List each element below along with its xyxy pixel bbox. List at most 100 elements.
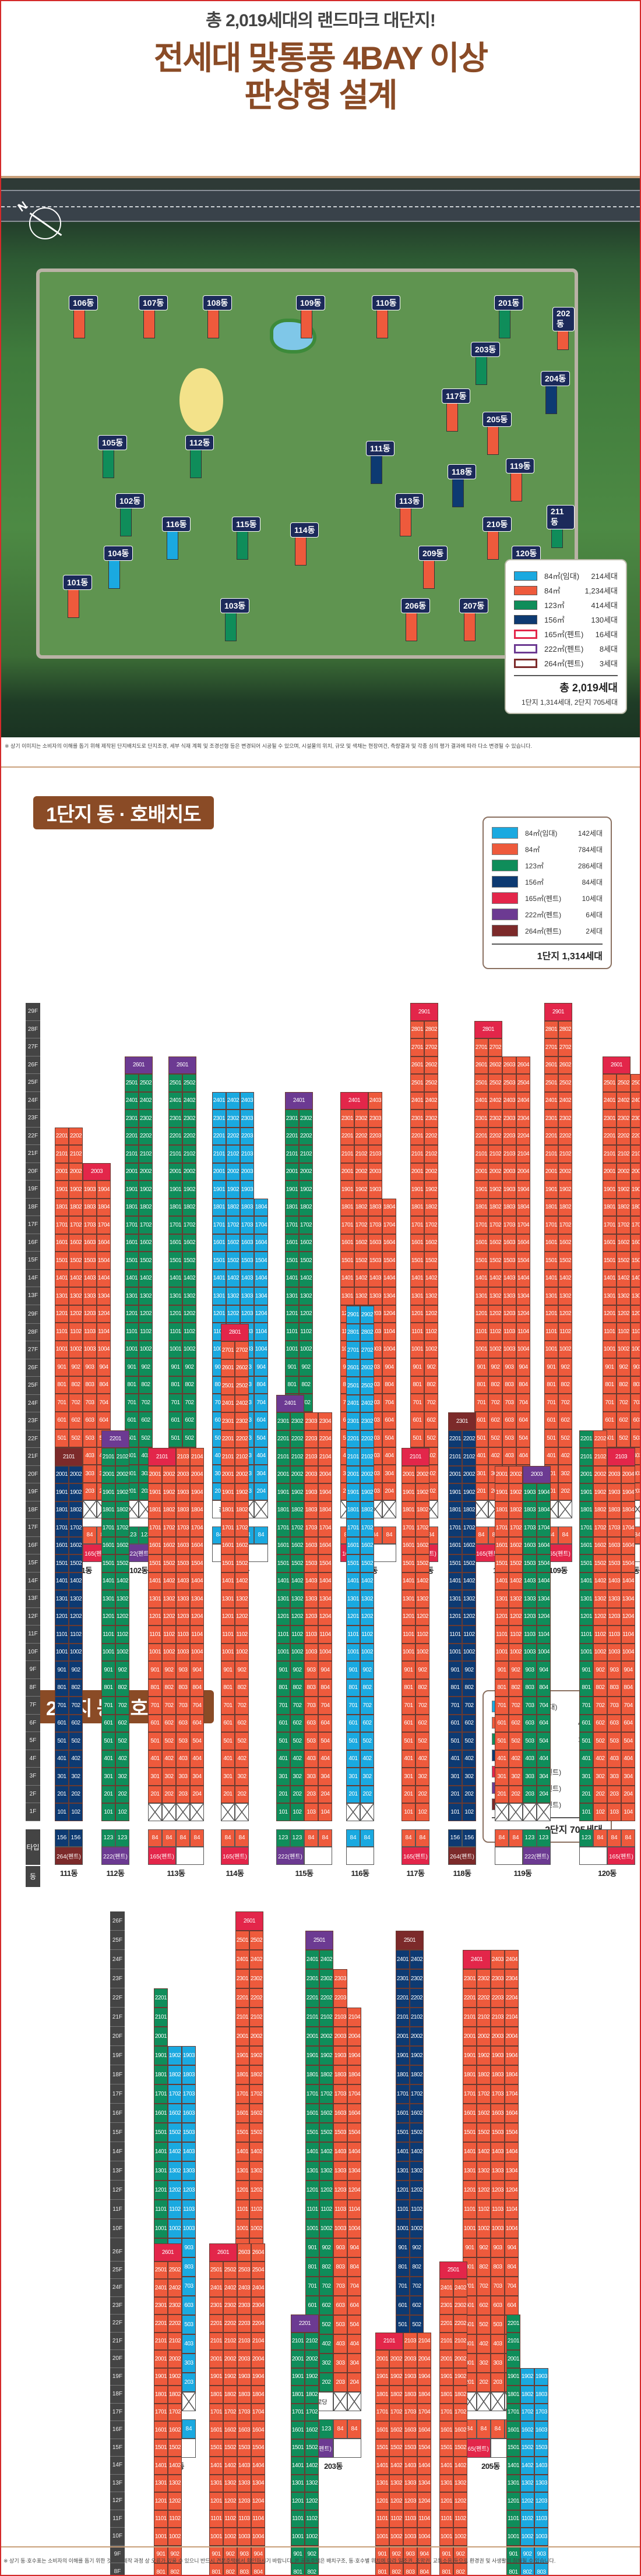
unit-cell: 402 (509, 1750, 523, 1768)
type-cell: 84 (346, 1829, 360, 1847)
floor-label: 15F (26, 1252, 40, 1270)
unit-cell: 702 (462, 1697, 476, 1715)
unit-cell: 2104 (417, 2332, 431, 2350)
unit-cell: 2202 (354, 1127, 368, 1145)
unit-cell: 1302 (462, 1590, 476, 1608)
unit-cell: 604 (190, 1714, 204, 1732)
unit-cell: 1404 (382, 1269, 396, 1287)
unit-cell: 902 (235, 1661, 249, 1679)
penthouse-cell: 2901 (544, 1003, 572, 1021)
unit-cell: 2302 (558, 1109, 572, 1128)
floor-label: 9F (110, 2546, 125, 2563)
unit-cell: 802 (223, 2563, 237, 2575)
unit-cell: 1503 (240, 1252, 254, 1270)
penthouse-type-cell (495, 1847, 523, 1865)
site-building-label: 201동 (494, 295, 524, 310)
unit-cell: 1603 (304, 1536, 318, 1554)
unit-cell: 1803 (502, 1198, 516, 1216)
unit-cell: 1203 (304, 1607, 318, 1626)
unit-cell: 1401 (221, 1572, 235, 1590)
unit-cell: 2503 (237, 2261, 251, 2279)
unit-cell: 1602 (593, 1536, 607, 1554)
unit-cell: 701 (221, 1697, 235, 1715)
unit-cell: 1203 (631, 1305, 640, 1323)
legend-row: 165㎡(펜트) 10세대 (492, 890, 603, 906)
unit-cell: 702 (593, 1697, 607, 1715)
unit-cell: 1701 (154, 2084, 168, 2104)
unit-cell: 1401 (305, 2142, 319, 2161)
unit-cell: 1803 (237, 2386, 251, 2404)
floor-label: 13F (26, 1287, 40, 1305)
unit-cell: 501 (221, 1732, 235, 1750)
unit-cell: 1804 (190, 1501, 204, 1519)
unit-cell: 203 (333, 2373, 347, 2392)
unit-cell: 402 (115, 1750, 129, 1768)
unit-cell: 1503 (176, 1554, 190, 1573)
unit-cell: 1602 (488, 1234, 502, 1252)
unit-cell: 1202 (360, 1607, 374, 1626)
unit-cell: 1103 (607, 1626, 621, 1644)
unit-cell: 1401 (448, 1572, 462, 1590)
unit-cell: 1002 (488, 1340, 502, 1358)
penthouse-type-cell: 264(펜트) (55, 1847, 83, 1865)
unit-cell: 1901 (101, 1483, 115, 1501)
type-cell: 84 (495, 1829, 509, 1847)
unit-cell: 2101 (154, 2008, 168, 2027)
type-cell: 123 (579, 1829, 593, 1847)
unit-cell: 1101 (148, 1626, 162, 1644)
unit-cell: 1003 (304, 1643, 318, 1661)
unit-cell: 2701 (221, 1341, 235, 1359)
unit-cell: 1003 (491, 2219, 505, 2238)
unit-cell: 1801 (154, 2386, 168, 2404)
unit-cell: 302 (558, 1465, 572, 1483)
unit-cell: 1201 (463, 2181, 477, 2200)
unit-cell: 1801 (340, 1198, 354, 1216)
unit-cell: 1102 (410, 2200, 424, 2219)
unit-cell: 1703 (237, 2403, 251, 2421)
unit-cell: 601 (168, 1411, 182, 1429)
unit-cell: 2101 (603, 1145, 617, 1163)
unit-cell: 1902 (139, 1181, 153, 1199)
unit-cell: 202 (593, 1785, 607, 1803)
unit-cell: 1602 (139, 1234, 153, 1252)
unit-cell: 1603 (631, 1234, 640, 1252)
floor-label: 24F (110, 1950, 125, 1969)
unit-cell: 1604 (190, 1536, 204, 1554)
unit-cell: 904 (537, 1661, 551, 1679)
unit-cell: 2102 (360, 1448, 374, 1466)
unit-cell: 1801 (305, 2065, 319, 2084)
unit-cell: 1102 (182, 1323, 196, 1341)
unit-cell: 202 (558, 1482, 572, 1500)
floor-label: 22F (26, 1430, 40, 1448)
unit-cell: 1502 (410, 2123, 424, 2142)
unit-cell: 903 (607, 1661, 621, 1679)
unit-cell: 902 (617, 1358, 631, 1376)
unit-cell: 1302 (69, 1287, 83, 1305)
unit-cell: 1601 (154, 2104, 168, 2123)
unit-cell: 1001 (101, 1643, 115, 1661)
penthouse-cell: 2201 (101, 1430, 129, 1448)
unit-cell: 1302 (453, 2474, 467, 2492)
unit-cell: 602 (235, 1714, 249, 1732)
floor-label: 15F (26, 1554, 40, 1573)
unit-cell: 2403 (491, 1950, 505, 1969)
unit-cell: 801 (221, 1679, 235, 1697)
unit-cell: 1102 (477, 2200, 491, 2219)
unit-cell: 2301 (221, 1412, 235, 1430)
unit-cell: 1302 (415, 1590, 429, 1608)
unit-cell: 2301 (346, 1412, 360, 1430)
unit-cell: 501 (495, 1732, 509, 1750)
unit-cell: 2003 (491, 2027, 505, 2046)
unit-cell: 2102 (69, 1145, 83, 1163)
unit-cell: 1703 (403, 2403, 417, 2421)
unit-cell: 803 (182, 2257, 196, 2277)
unit-cell: 1203 (237, 2492, 251, 2510)
unit-cell: 1001 (125, 1340, 139, 1358)
unit-cell: 1101 (474, 1323, 488, 1341)
site-building (423, 559, 435, 589)
unit-cell: 1502 (69, 1554, 83, 1573)
unit-cell: 1901 (154, 2046, 168, 2065)
pilotis-cell (162, 1803, 176, 1821)
unit-cell: 2304 (516, 1109, 530, 1128)
unit-cell: 2302 (354, 1109, 368, 1128)
